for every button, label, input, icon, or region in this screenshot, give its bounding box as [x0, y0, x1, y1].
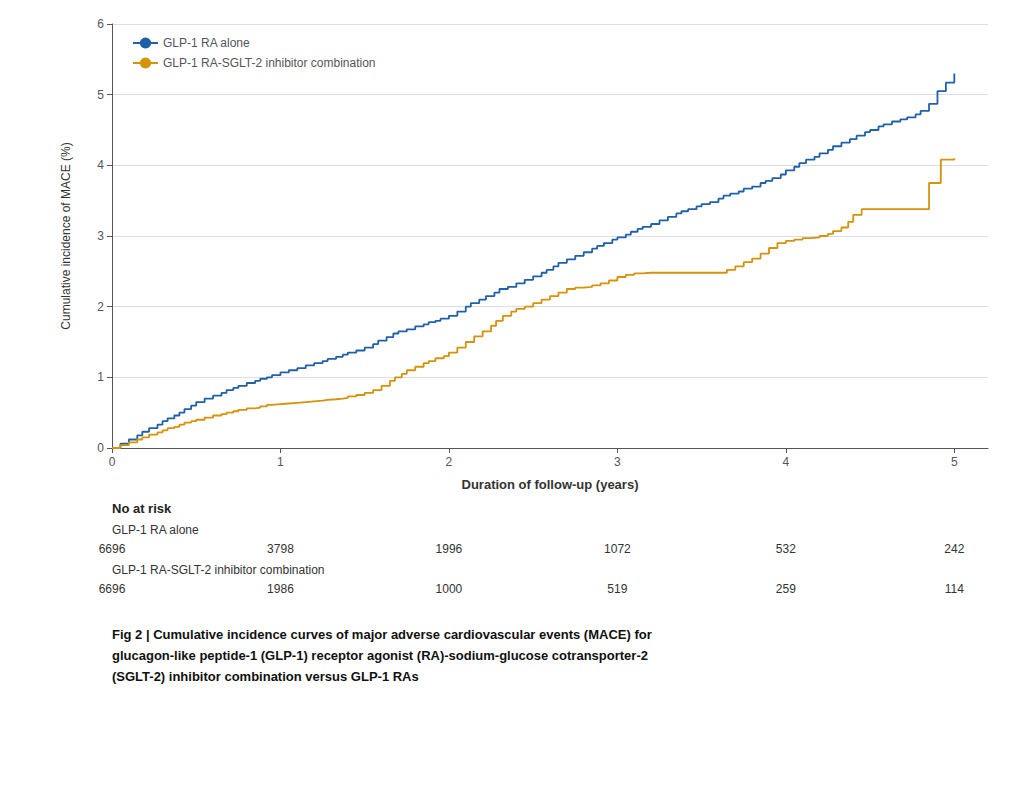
svg-text:519: 519: [607, 582, 627, 596]
svg-text:No at risk: No at risk: [112, 501, 172, 516]
svg-text:Fig 2 | Cumulative incidence c: Fig 2 | Cumulative incidence curves of m…: [112, 627, 652, 642]
svg-text:5: 5: [97, 88, 104, 102]
svg-text:1000: 1000: [436, 582, 463, 596]
svg-text:GLP-1 RA-SGLT-2 inhibitor comb: GLP-1 RA-SGLT-2 inhibitor combination: [112, 563, 325, 577]
svg-text:GLP-1 RA-SGLT-2 inhibitor comb: GLP-1 RA-SGLT-2 inhibitor combination: [163, 56, 376, 70]
svg-text:1: 1: [97, 370, 104, 384]
svg-text:1986: 1986: [267, 582, 294, 596]
svg-text:242: 242: [944, 542, 964, 556]
svg-text:5: 5: [951, 455, 958, 469]
svg-text:Cumulative incidence of MACE (: Cumulative incidence of MACE (%): [59, 142, 73, 329]
svg-text:1: 1: [277, 455, 284, 469]
svg-text:GLP-1 RA alone: GLP-1 RA alone: [112, 523, 199, 537]
svg-text:glucagon-like peptide-1 (GLP-1: glucagon-like peptide-1 (GLP-1) receptor…: [112, 648, 648, 663]
svg-text:1072: 1072: [604, 542, 631, 556]
svg-text:Duration of follow-up (years): Duration of follow-up (years): [462, 477, 639, 492]
svg-text:6696: 6696: [99, 582, 126, 596]
svg-text:4: 4: [97, 158, 104, 172]
svg-text:1996: 1996: [436, 542, 463, 556]
svg-text:3798: 3798: [267, 542, 294, 556]
svg-text:3: 3: [614, 455, 621, 469]
svg-text:2: 2: [97, 300, 104, 314]
svg-text:0: 0: [109, 455, 116, 469]
svg-text:4: 4: [783, 455, 790, 469]
svg-text:259: 259: [776, 582, 796, 596]
svg-text:(SGLT-2) inhibitor combination: (SGLT-2) inhibitor combination versus GL…: [112, 669, 419, 684]
svg-text:6: 6: [97, 17, 104, 31]
svg-text:6696: 6696: [99, 542, 126, 556]
svg-text:2: 2: [446, 455, 453, 469]
svg-text:114: 114: [945, 582, 964, 596]
svg-text:0: 0: [97, 441, 104, 455]
svg-text:3: 3: [97, 229, 104, 243]
svg-text:GLP-1 RA alone: GLP-1 RA alone: [163, 36, 250, 50]
svg-text:532: 532: [776, 542, 796, 556]
